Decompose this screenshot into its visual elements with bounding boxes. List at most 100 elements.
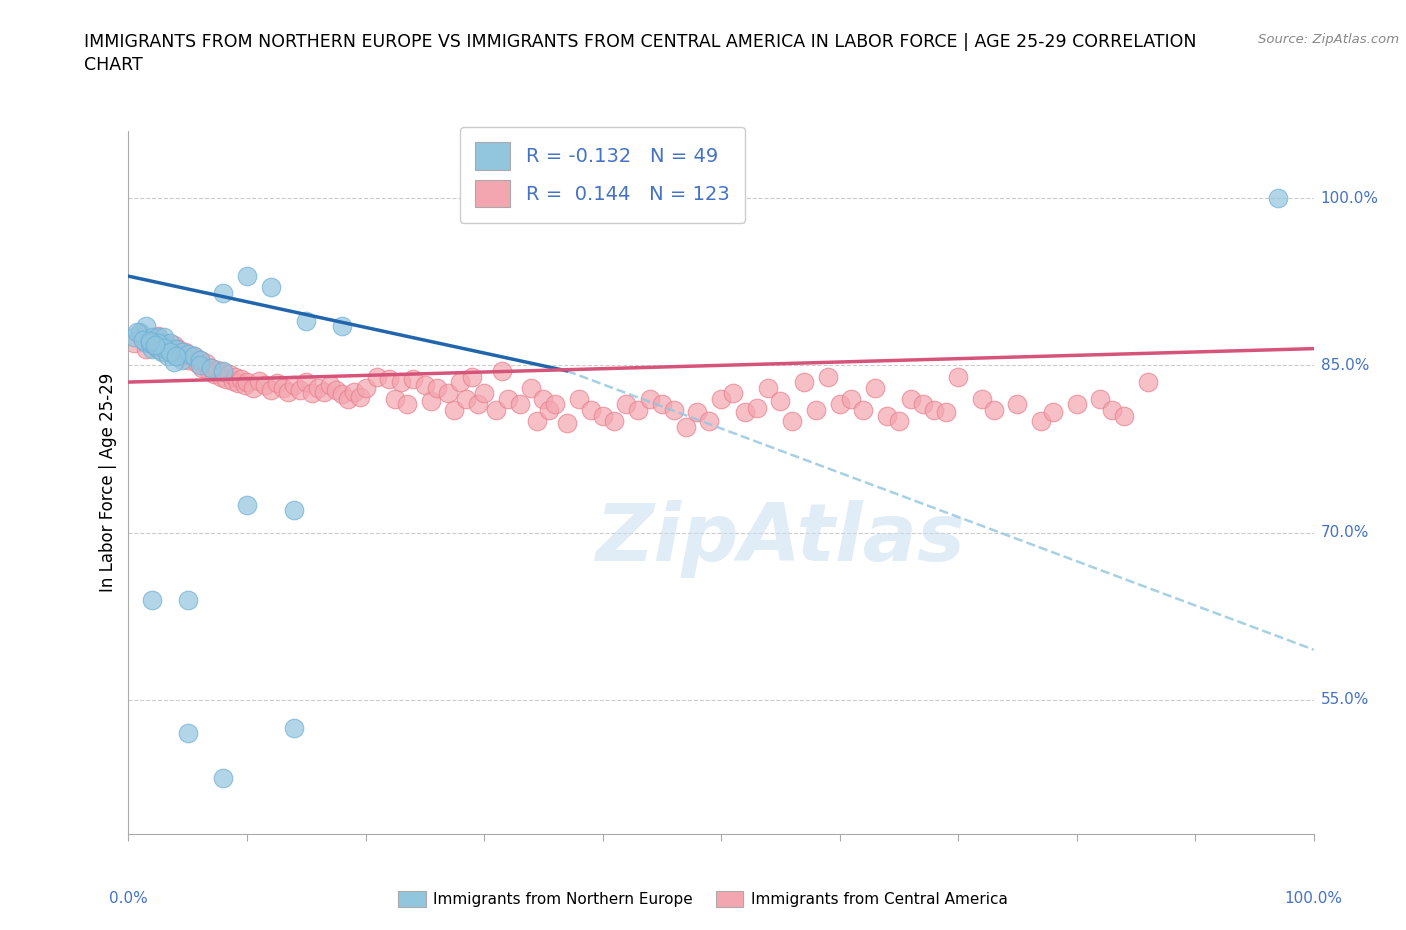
Point	[1101, 403, 1123, 418]
Point	[183, 349, 205, 364]
Point	[209, 369, 232, 384]
Point	[395, 397, 418, 412]
Point	[153, 336, 176, 351]
Point	[177, 347, 200, 362]
Point	[443, 403, 465, 418]
Point	[188, 352, 211, 367]
Point	[218, 366, 240, 381]
Point	[354, 380, 377, 395]
Point	[233, 378, 256, 392]
Point	[202, 366, 225, 381]
Text: ZipAtlas: ZipAtlas	[595, 499, 966, 578]
Point	[198, 364, 221, 379]
Point	[129, 325, 152, 339]
Point	[301, 386, 323, 401]
Point	[312, 385, 335, 400]
Point	[153, 330, 176, 345]
Point	[555, 416, 578, 431]
Point	[614, 397, 637, 412]
Point	[247, 374, 270, 389]
Point	[207, 363, 229, 378]
Point	[734, 405, 756, 419]
Point	[266, 376, 288, 391]
Point	[520, 380, 543, 395]
Point	[1267, 191, 1289, 206]
Point	[226, 376, 249, 391]
Point	[419, 393, 441, 408]
Point	[283, 721, 305, 736]
Point	[135, 336, 157, 351]
Point	[139, 336, 162, 351]
Point	[638, 392, 661, 406]
Point	[526, 414, 548, 429]
Point	[330, 319, 353, 334]
Point	[165, 349, 187, 364]
Point	[212, 364, 235, 379]
Point	[876, 408, 898, 423]
Point	[277, 385, 299, 400]
Point	[983, 403, 1005, 418]
Point	[900, 392, 922, 406]
Point	[260, 382, 283, 397]
Point	[150, 344, 173, 359]
Text: 70.0%: 70.0%	[1320, 525, 1369, 540]
Point	[336, 392, 359, 406]
Point	[200, 360, 222, 375]
Point	[143, 338, 166, 352]
Point	[222, 374, 245, 389]
Point	[413, 378, 436, 392]
Point	[378, 371, 401, 386]
Point	[165, 347, 187, 362]
Point	[143, 339, 166, 353]
Point	[817, 369, 839, 384]
Text: IMMIGRANTS FROM NORTHERN EUROPE VS IMMIGRANTS FROM CENTRAL AMERICA IN LABOR FORC: IMMIGRANTS FROM NORTHERN EUROPE VS IMMIG…	[84, 33, 1197, 50]
Point	[538, 403, 561, 418]
Point	[129, 326, 152, 341]
Point	[1066, 397, 1088, 412]
Point	[662, 403, 685, 418]
Point	[389, 375, 412, 390]
Point	[191, 360, 214, 375]
Point	[863, 380, 886, 395]
Point	[167, 341, 190, 356]
Point	[150, 343, 173, 358]
Point	[156, 349, 179, 364]
Point	[143, 338, 166, 352]
Point	[146, 336, 169, 351]
Point	[236, 375, 259, 390]
Point	[325, 382, 347, 397]
Point	[946, 369, 969, 384]
Point	[124, 336, 146, 351]
Point	[1042, 405, 1064, 419]
Text: 100.0%: 100.0%	[1285, 891, 1343, 906]
Point	[183, 349, 205, 364]
Point	[780, 414, 803, 429]
Point	[911, 397, 934, 412]
Point	[170, 349, 193, 364]
Point	[139, 333, 162, 348]
Point	[651, 397, 673, 412]
Point	[125, 325, 148, 339]
Point	[212, 365, 235, 379]
Point	[295, 313, 318, 328]
Point	[260, 280, 283, 295]
Point	[769, 393, 792, 408]
Text: 55.0%: 55.0%	[1320, 692, 1369, 708]
Point	[472, 386, 495, 401]
Point	[485, 403, 508, 418]
Text: CHART: CHART	[84, 56, 143, 73]
Point	[568, 392, 591, 406]
Point	[141, 592, 163, 607]
Point	[188, 358, 211, 373]
Point	[242, 380, 264, 395]
Point	[124, 330, 146, 345]
Point	[456, 392, 478, 406]
Point	[141, 330, 163, 345]
Point	[229, 371, 252, 386]
Point	[449, 375, 471, 390]
Point	[745, 400, 768, 415]
Point	[177, 592, 200, 607]
Text: Source: ZipAtlas.com: Source: ZipAtlas.com	[1258, 33, 1399, 46]
Point	[1112, 408, 1135, 423]
Point	[162, 354, 184, 369]
